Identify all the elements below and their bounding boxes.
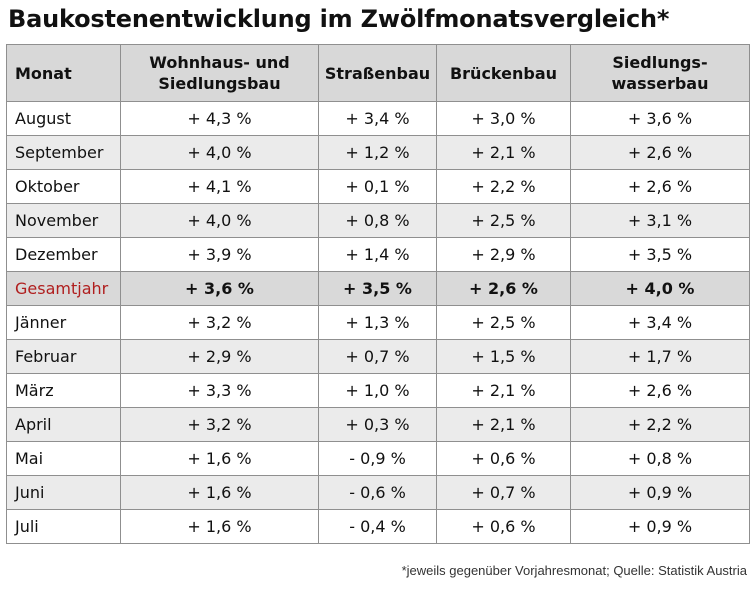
table-cell: + 2,6 % (570, 373, 750, 408)
column-header-residential: Wohnhaus- und Siedlungsbau (120, 44, 319, 102)
source-footnote: *jeweils gegenüber Vorjahresmonat; Quell… (401, 563, 747, 578)
table-cell: + 3,5 % (318, 271, 437, 306)
table-cell: + 3,3 % (120, 373, 319, 408)
table-row: November + 4,0 % + 0,8 % + 2,5 % + 3,1 % (6, 203, 750, 238)
table-cell: + 1,6 % (120, 441, 319, 476)
table-cell: + 2,1 % (436, 373, 571, 408)
table-cell: + 4,0 % (120, 203, 319, 238)
table-cell: + 0,9 % (570, 475, 750, 510)
table-cell: + 0,8 % (318, 203, 437, 238)
table-cell: + 2,5 % (436, 203, 571, 238)
table-row-total: Gesamtjahr + 3,6 % + 3,5 % + 2,6 % + 4,0… (6, 271, 750, 306)
row-label: Februar (6, 339, 121, 374)
table-cell: + 1,6 % (120, 475, 319, 510)
cost-development-table: Monat Wohnhaus- und Siedlungsbau Straßen… (6, 44, 750, 544)
table-cell: + 2,6 % (570, 169, 750, 204)
column-header-month: Monat (6, 44, 121, 102)
table-cell: + 3,2 % (120, 407, 319, 442)
table-cell: + 0,7 % (436, 475, 571, 510)
table-row: März + 3,3 % + 1,0 % + 2,1 % + 2,6 % (6, 373, 750, 408)
table-cell: + 3,5 % (570, 237, 750, 272)
table-header-row: Monat Wohnhaus- und Siedlungsbau Straßen… (6, 44, 750, 102)
row-label: März (6, 373, 121, 408)
table-cell: + 1,2 % (318, 135, 437, 170)
row-label: Jänner (6, 305, 121, 340)
table-row: Juni + 1,6 % - 0,6 % + 0,7 % + 0,9 % (6, 475, 750, 510)
table-cell: + 1,3 % (318, 305, 437, 340)
table-cell: + 3,2 % (120, 305, 319, 340)
table-cell: + 2,9 % (120, 339, 319, 374)
table-row: September + 4,0 % + 1,2 % + 2,1 % + 2,6 … (6, 135, 750, 170)
table-cell: + 3,1 % (570, 203, 750, 238)
row-label: Juli (6, 509, 121, 544)
column-header-road: Straßenbau (318, 44, 437, 102)
table-cell: + 2,9 % (436, 237, 571, 272)
row-label: April (6, 407, 121, 442)
table-row: Dezember + 3,9 % + 1,4 % + 2,9 % + 3,5 % (6, 237, 750, 272)
table-cell: + 4,0 % (570, 271, 750, 306)
table-cell: + 3,4 % (318, 101, 437, 136)
table-cell: + 4,0 % (120, 135, 319, 170)
table-cell: + 2,6 % (436, 271, 571, 306)
table-cell: + 0,8 % (570, 441, 750, 476)
table-cell: + 0,6 % (436, 509, 571, 544)
table-cell: + 1,0 % (318, 373, 437, 408)
row-label-total: Gesamtjahr (6, 271, 121, 306)
table-cell: + 2,6 % (570, 135, 750, 170)
table-cell: + 4,3 % (120, 101, 319, 136)
table-cell: + 0,7 % (318, 339, 437, 374)
table-cell: + 3,6 % (570, 101, 750, 136)
table-row: Mai + 1,6 % - 0,9 % + 0,6 % + 0,8 % (6, 441, 750, 476)
row-label: Oktober (6, 169, 121, 204)
table-row: Februar + 2,9 % + 0,7 % + 1,5 % + 1,7 % (6, 339, 750, 374)
table-cell: - 0,9 % (318, 441, 437, 476)
table-row: Oktober + 4,1 % + 0,1 % + 2,2 % + 2,6 % (6, 169, 750, 204)
table-cell: + 2,2 % (570, 407, 750, 442)
table-cell: + 2,5 % (436, 305, 571, 340)
table-cell: + 2,1 % (436, 407, 571, 442)
table-cell: + 0,9 % (570, 509, 750, 544)
table-cell: + 3,4 % (570, 305, 750, 340)
row-label: Mai (6, 441, 121, 476)
table-cell: + 3,9 % (120, 237, 319, 272)
table-cell: + 2,2 % (436, 169, 571, 204)
table-cell: + 1,7 % (570, 339, 750, 374)
row-label: Dezember (6, 237, 121, 272)
table-cell: + 0,3 % (318, 407, 437, 442)
table-cell: + 3,6 % (120, 271, 319, 306)
table-row: Juli + 1,6 % - 0,4 % + 0,6 % + 0,9 % (6, 509, 750, 544)
table-cell: - 0,4 % (318, 509, 437, 544)
column-header-bridge: Brückenbau (436, 44, 571, 102)
row-label: September (6, 135, 121, 170)
row-label: November (6, 203, 121, 238)
table-cell: + 2,1 % (436, 135, 571, 170)
table-cell: + 1,6 % (120, 509, 319, 544)
table-cell: + 1,5 % (436, 339, 571, 374)
table-row: August + 4,3 % + 3,4 % + 3,0 % + 3,6 % (6, 101, 750, 136)
page-title: Baukostenentwicklung im Zwölfmonatsvergl… (8, 5, 670, 33)
table-row: Jänner + 3,2 % + 1,3 % + 2,5 % + 3,4 % (6, 305, 750, 340)
row-label: Juni (6, 475, 121, 510)
table-cell: + 3,0 % (436, 101, 571, 136)
column-header-water: Siedlungs-wasserbau (570, 44, 750, 102)
row-label: August (6, 101, 121, 136)
table-cell: + 1,4 % (318, 237, 437, 272)
table-cell: - 0,6 % (318, 475, 437, 510)
table-cell: + 4,1 % (120, 169, 319, 204)
table-cell: + 0,1 % (318, 169, 437, 204)
table-row: April + 3,2 % + 0,3 % + 2,1 % + 2,2 % (6, 407, 750, 442)
table-cell: + 0,6 % (436, 441, 571, 476)
